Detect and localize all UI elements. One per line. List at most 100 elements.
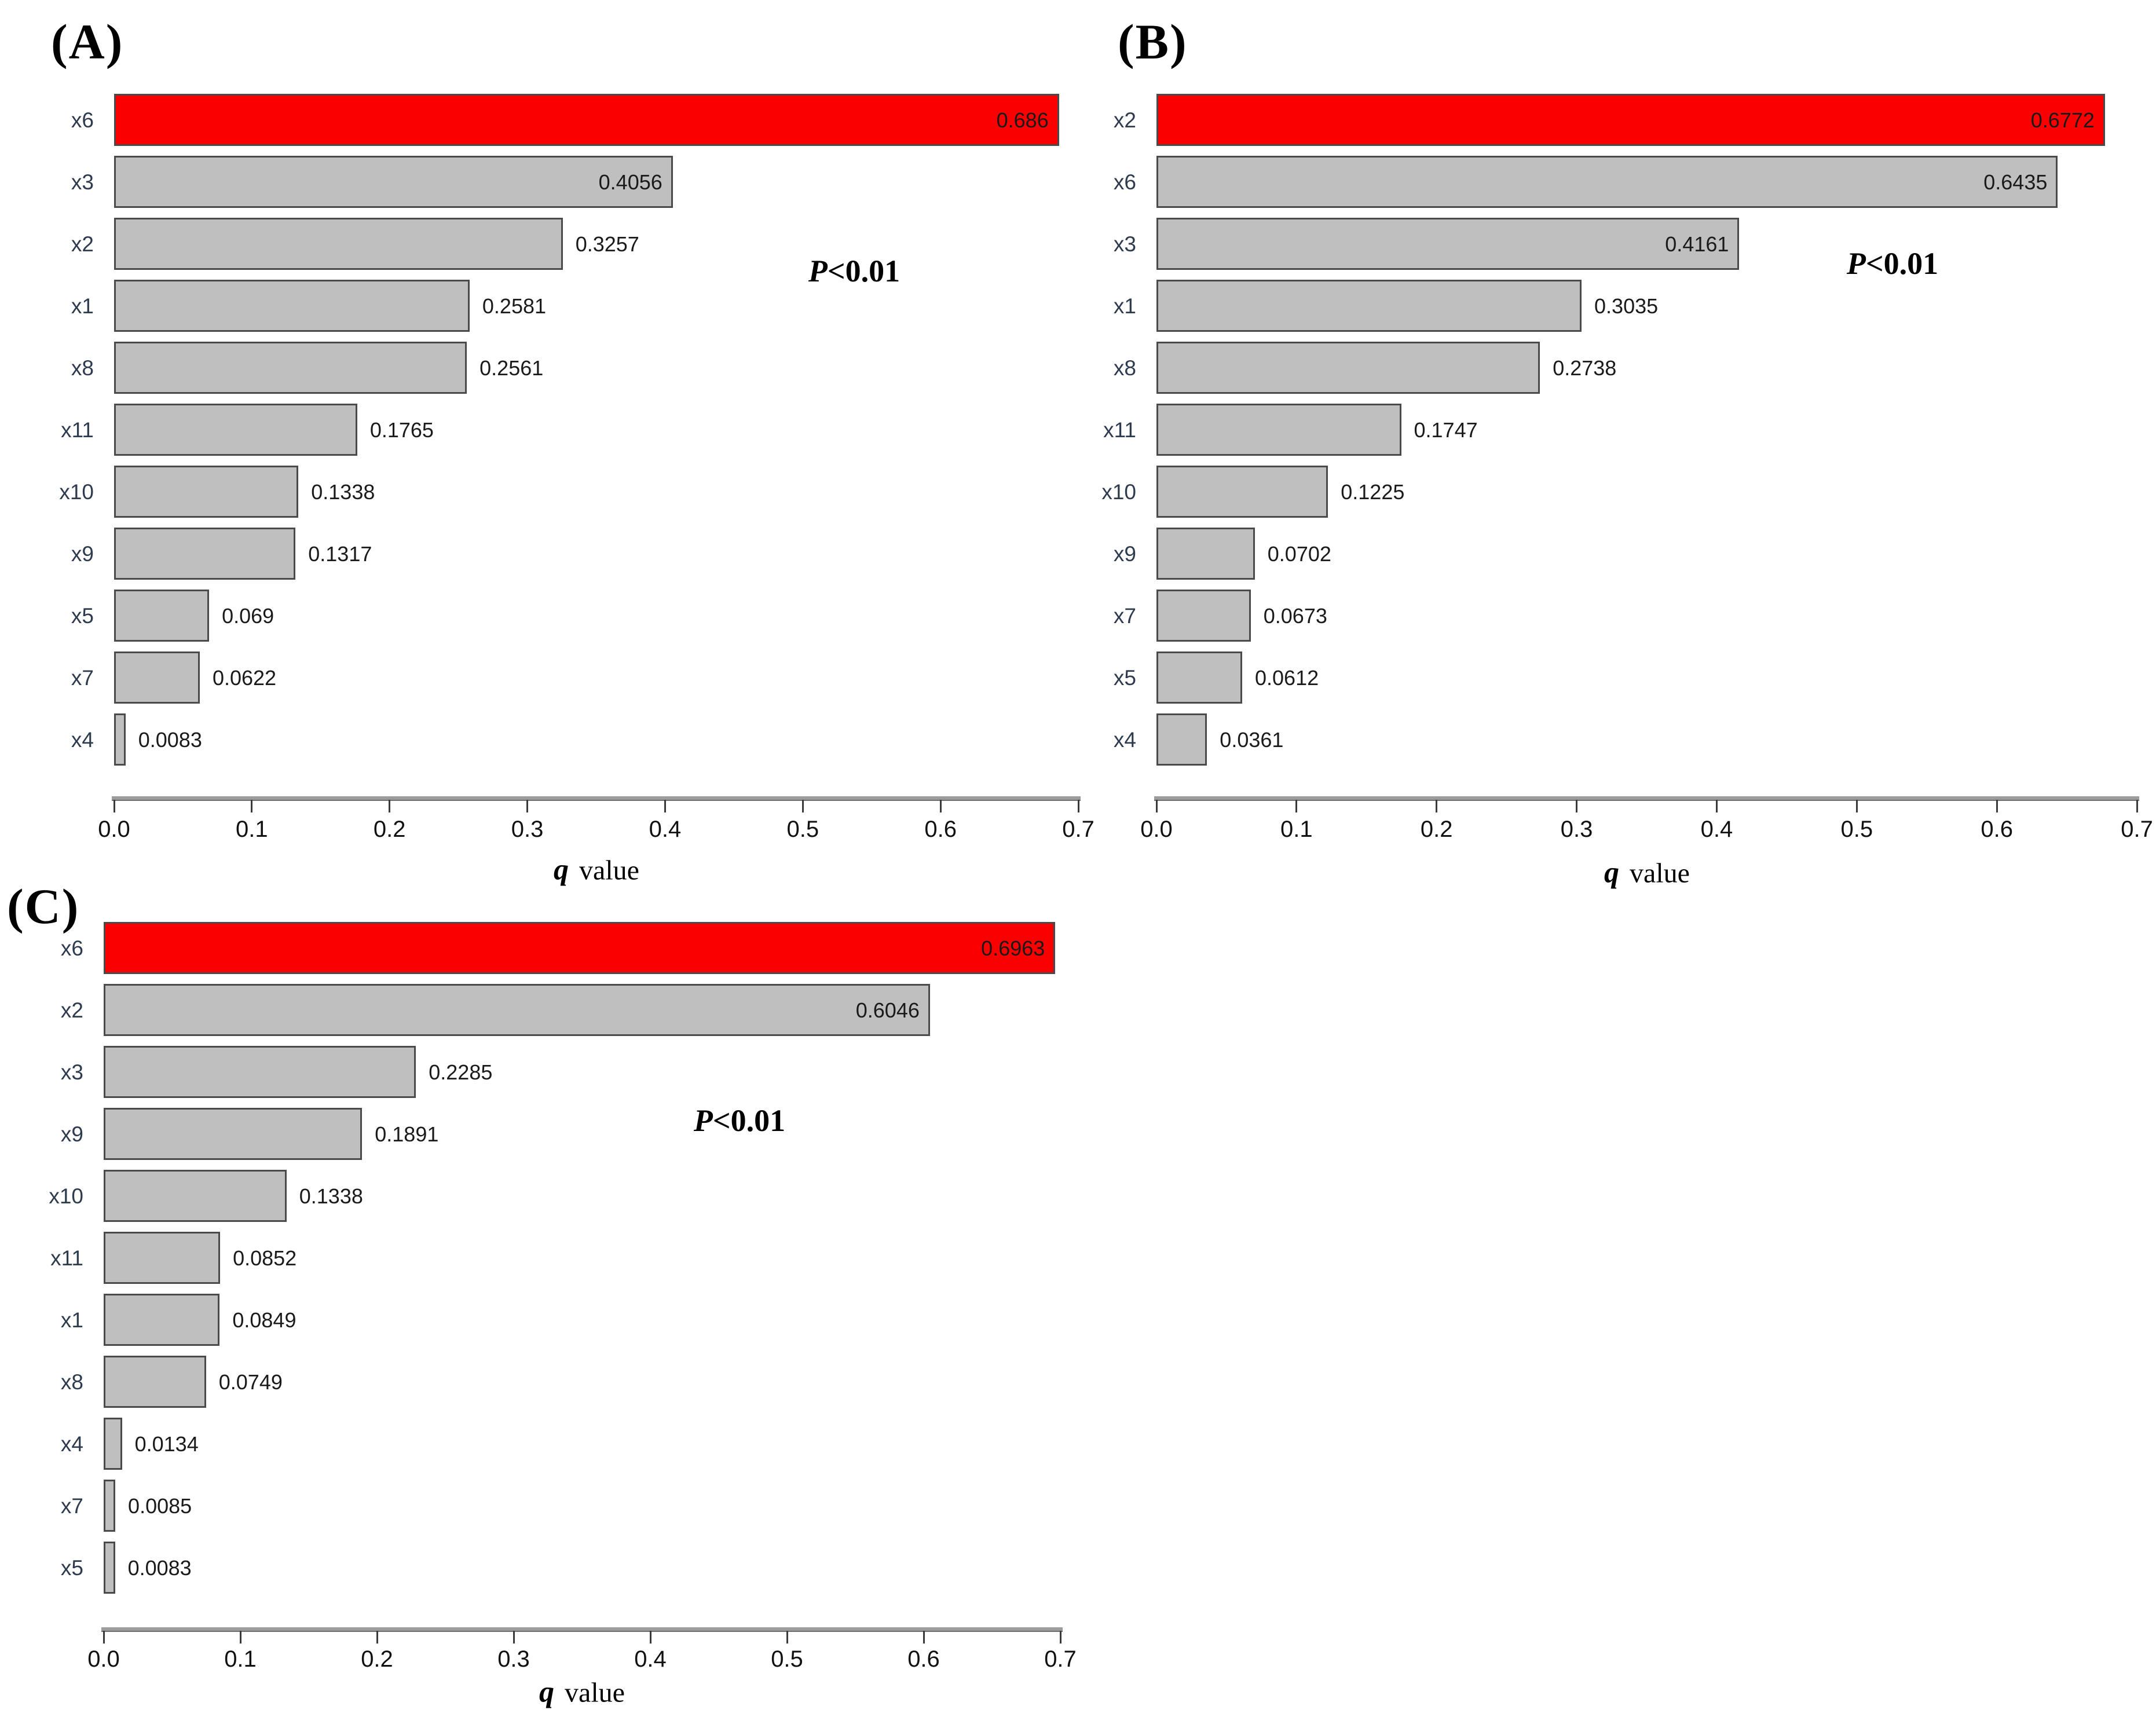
x-axis-line bbox=[1154, 796, 2140, 801]
x-axis-line bbox=[101, 1627, 1063, 1632]
q-symbol: q bbox=[554, 853, 569, 887]
bar-x2 bbox=[114, 218, 563, 270]
value-label-x3: 0.4056 bbox=[598, 170, 662, 194]
panel-letter-C: (C) bbox=[7, 879, 80, 934]
category-label-x2: x2 bbox=[60, 998, 83, 1022]
x-axis-tick bbox=[1715, 800, 1718, 812]
category-label-x4: x4 bbox=[60, 1432, 83, 1456]
x-axis-tick-label: 0.5 bbox=[1840, 817, 1873, 842]
category-label-x8: x8 bbox=[60, 1370, 83, 1394]
value-label-x10: 0.1225 bbox=[1341, 480, 1405, 504]
category-label-x6: x6 bbox=[71, 108, 94, 132]
x-axis-tick-label: 0.5 bbox=[786, 817, 819, 842]
p-value-annotation: P<0.01 bbox=[1847, 246, 1938, 281]
bar-x9 bbox=[1156, 528, 1255, 580]
value-label-x11: 0.1765 bbox=[369, 418, 434, 442]
category-label-x3: x3 bbox=[1113, 232, 1136, 256]
category-label-x1: x1 bbox=[60, 1308, 83, 1332]
x-axis-tick-label: 0.7 bbox=[1062, 817, 1095, 842]
x-axis-title: q value bbox=[1604, 856, 1690, 890]
x-axis-tick bbox=[1855, 800, 1858, 812]
x-axis-title-text: value bbox=[1630, 858, 1690, 889]
bar-x10 bbox=[1156, 466, 1328, 518]
x-axis-tick-label: 0.4 bbox=[1700, 817, 1733, 842]
x-axis-tick bbox=[251, 800, 253, 812]
bar-x6 bbox=[1156, 156, 2058, 208]
x-axis-tick-label: 0.1 bbox=[1280, 817, 1313, 842]
x-axis-tick bbox=[801, 800, 804, 812]
value-label-x2: 0.6046 bbox=[855, 998, 920, 1022]
category-label-x8: x8 bbox=[1113, 356, 1136, 380]
bar-x3 bbox=[114, 156, 673, 208]
x-axis-tick-label: 0.4 bbox=[634, 1646, 667, 1672]
category-label-x7: x7 bbox=[1113, 604, 1136, 628]
category-label-x5: x5 bbox=[71, 604, 94, 628]
x-axis-tick-label: 0.0 bbox=[87, 1646, 120, 1672]
x-axis-title-text: value bbox=[579, 855, 639, 886]
x-axis-tick-label: 0.1 bbox=[236, 817, 268, 842]
x-axis-tick-label: 0.0 bbox=[98, 817, 130, 842]
x-axis-tick-label: 0.7 bbox=[2121, 817, 2153, 842]
value-label-x8: 0.0749 bbox=[218, 1370, 283, 1394]
x-axis-title: q value bbox=[554, 853, 639, 887]
category-label-x6: x6 bbox=[1113, 170, 1136, 194]
bar-x5 bbox=[104, 1542, 115, 1594]
bar-x4 bbox=[1156, 713, 1207, 766]
p-value-annotation: P<0.01 bbox=[808, 253, 900, 289]
x-axis-tick-label: 0.3 bbox=[511, 817, 544, 842]
category-label-x1: x1 bbox=[1113, 294, 1136, 318]
value-label-x9: 0.1891 bbox=[375, 1122, 439, 1146]
x-axis-tick bbox=[1059, 1631, 1061, 1644]
bar-x4 bbox=[114, 713, 126, 766]
value-label-x4: 0.0361 bbox=[1220, 728, 1284, 752]
x-axis-tick bbox=[786, 1631, 788, 1644]
x-axis-tick bbox=[239, 1631, 241, 1644]
q-symbol: q bbox=[539, 1675, 555, 1709]
bar-x6 bbox=[114, 94, 1059, 146]
value-label-x2: 0.6772 bbox=[2030, 108, 2095, 132]
category-label-x10: x10 bbox=[49, 1184, 83, 1208]
x-axis-tick bbox=[664, 800, 666, 812]
category-label-x11: x11 bbox=[1103, 418, 1136, 442]
value-label-x11: 0.0852 bbox=[233, 1246, 297, 1270]
bar-x8 bbox=[104, 1356, 206, 1408]
x-axis-tick-label: 0.6 bbox=[907, 1646, 940, 1672]
x-axis-tick-label: 0.3 bbox=[1560, 817, 1593, 842]
value-label-x4: 0.0083 bbox=[138, 728, 202, 752]
x-axis-tick bbox=[513, 1631, 515, 1644]
category-label-x3: x3 bbox=[60, 1060, 83, 1084]
x-axis-tick-label: 0.6 bbox=[924, 817, 957, 842]
x-axis-tick bbox=[103, 1631, 105, 1644]
value-label-x5: 0.0083 bbox=[127, 1556, 192, 1580]
value-label-x6: 0.6963 bbox=[981, 936, 1045, 960]
category-label-x8: x8 bbox=[71, 356, 94, 380]
bar-x8 bbox=[1156, 342, 1540, 394]
value-label-x7: 0.0622 bbox=[212, 666, 277, 690]
p-value-annotation: P<0.01 bbox=[694, 1103, 785, 1139]
x-axis-tick bbox=[1295, 800, 1298, 812]
bar-x9 bbox=[104, 1108, 363, 1160]
value-label-x8: 0.2738 bbox=[1553, 356, 1617, 380]
category-label-x4: x4 bbox=[1113, 728, 1136, 752]
bar-x11 bbox=[104, 1232, 221, 1284]
value-label-x10: 0.1338 bbox=[299, 1184, 363, 1208]
category-label-x9: x9 bbox=[1113, 542, 1136, 566]
x-axis-tick-label: 0.2 bbox=[373, 817, 406, 842]
p-threshold: <0.01 bbox=[1865, 246, 1939, 281]
value-label-x2: 0.3257 bbox=[575, 232, 639, 256]
category-label-x3: x3 bbox=[71, 170, 94, 194]
category-label-x9: x9 bbox=[60, 1122, 83, 1146]
value-label-x1: 0.2581 bbox=[482, 294, 547, 318]
x-axis-tick bbox=[526, 800, 529, 812]
x-axis-tick-label: 0.1 bbox=[224, 1646, 257, 1672]
x-axis-tick bbox=[1576, 800, 1578, 812]
x-axis-tick-label: 0.6 bbox=[1981, 817, 2013, 842]
value-label-x9: 0.0702 bbox=[1267, 542, 1331, 566]
p-symbol: P bbox=[1846, 246, 1866, 281]
category-label-x11: x11 bbox=[61, 418, 94, 442]
p-threshold: <0.01 bbox=[712, 1103, 786, 1138]
